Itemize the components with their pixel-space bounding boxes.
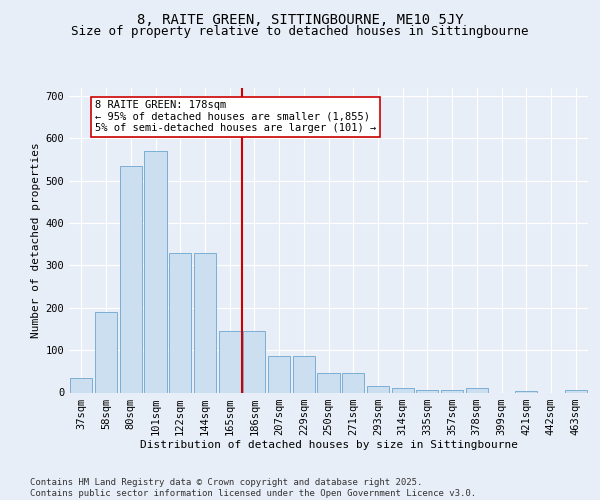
Bar xyxy=(293,356,315,392)
Bar xyxy=(194,252,216,392)
Text: 8 RAITE GREEN: 178sqm
← 95% of detached houses are smaller (1,855)
5% of semi-de: 8 RAITE GREEN: 178sqm ← 95% of detached … xyxy=(95,100,376,134)
Bar xyxy=(441,390,463,392)
Bar xyxy=(367,386,389,392)
Bar xyxy=(416,390,439,392)
Bar xyxy=(145,151,167,392)
Text: Contains HM Land Registry data © Crown copyright and database right 2025.
Contai: Contains HM Land Registry data © Crown c… xyxy=(30,478,476,498)
Bar xyxy=(169,252,191,392)
Y-axis label: Number of detached properties: Number of detached properties xyxy=(31,142,41,338)
Bar xyxy=(70,378,92,392)
Text: Size of property relative to detached houses in Sittingbourne: Size of property relative to detached ho… xyxy=(71,25,529,38)
Bar xyxy=(392,388,414,392)
Bar xyxy=(218,331,241,392)
Bar xyxy=(268,356,290,392)
Bar xyxy=(342,374,364,392)
Bar xyxy=(515,391,538,392)
Bar xyxy=(95,312,117,392)
Bar xyxy=(119,166,142,392)
Bar xyxy=(317,374,340,392)
Text: 8, RAITE GREEN, SITTINGBOURNE, ME10 5JY: 8, RAITE GREEN, SITTINGBOURNE, ME10 5JY xyxy=(137,12,463,26)
Bar xyxy=(565,390,587,392)
Bar xyxy=(243,331,265,392)
Bar xyxy=(466,388,488,392)
X-axis label: Distribution of detached houses by size in Sittingbourne: Distribution of detached houses by size … xyxy=(139,440,517,450)
